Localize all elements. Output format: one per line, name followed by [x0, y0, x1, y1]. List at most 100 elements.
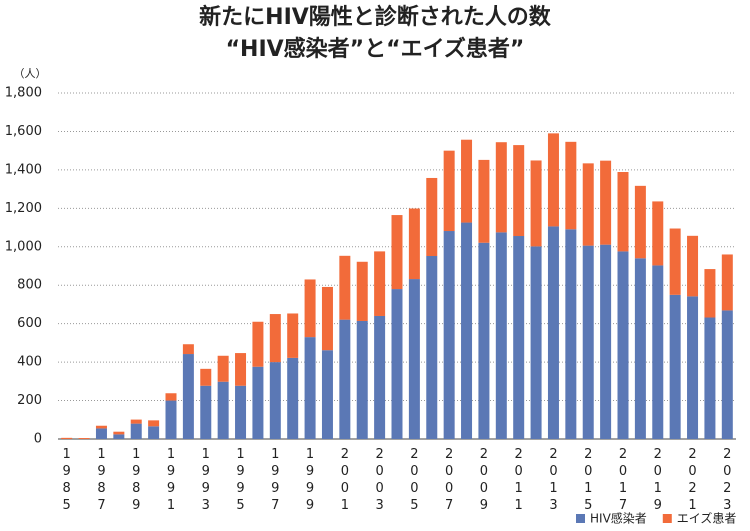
- legend-swatch: [576, 514, 585, 523]
- x-tick-label: 2005: [407, 447, 422, 515]
- y-tick-label: 400: [17, 355, 42, 370]
- y-tick-label: 1,400: [5, 162, 42, 177]
- bar-segment: [426, 256, 438, 439]
- bar-segment: [287, 313, 299, 358]
- chart-subtitle: “HIV感染者”と“エイズ患者”: [226, 36, 525, 62]
- bar-segment: [547, 133, 559, 227]
- x-tick-label: 1989: [129, 447, 144, 515]
- y-tick-label: 600: [17, 316, 42, 331]
- bar-segment: [200, 368, 212, 386]
- bar-segment: [287, 357, 299, 439]
- bar-segment: [113, 434, 125, 439]
- x-tick-label: 2011: [511, 447, 526, 515]
- bar-segment: [113, 431, 125, 435]
- bar-segment: [478, 159, 490, 243]
- bar-segment: [669, 228, 681, 295]
- bar-segment: [721, 310, 733, 439]
- bar-segment: [652, 201, 664, 266]
- bar-segment: [617, 172, 629, 252]
- x-tick-label: 1999: [303, 447, 318, 515]
- bar-segment: [200, 385, 212, 439]
- bar-segment: [634, 258, 646, 439]
- x-tick-label: 1993: [198, 447, 213, 515]
- bar-segment: [461, 139, 473, 223]
- x-tick-label: 2017: [616, 447, 631, 515]
- x-tick-label: 2023: [720, 447, 735, 515]
- x-tick-label: 2013: [546, 447, 561, 515]
- bar-segment: [617, 251, 629, 439]
- bar-segment: [391, 215, 403, 290]
- y-tick-label: 800: [17, 278, 42, 293]
- legend-label: エイズ患者: [677, 511, 737, 526]
- bar-segment: [182, 344, 194, 355]
- x-tick-label: 1997: [268, 447, 283, 515]
- chart-title: 新たにHIV陽性と診断された人の数: [199, 4, 552, 30]
- y-tick-label: 200: [17, 393, 42, 408]
- bar-segment: [443, 231, 455, 439]
- bar-segment: [600, 160, 612, 245]
- bar-segment: [95, 425, 107, 429]
- bar-segment: [269, 314, 281, 363]
- bar-segment: [374, 251, 386, 316]
- bar-segment: [356, 261, 368, 321]
- x-tick-label: 2007: [442, 447, 457, 515]
- bar-segment: [148, 420, 160, 427]
- bar-segment: [269, 362, 281, 439]
- bar-segment: [356, 320, 368, 439]
- bar-segment: [443, 150, 455, 232]
- x-tick-label: 2003: [372, 447, 387, 515]
- bar-segment: [721, 254, 733, 311]
- bar-segment: [339, 319, 351, 439]
- bar-segment: [217, 355, 229, 382]
- bar-segment: [530, 160, 542, 247]
- bar-segment: [582, 163, 594, 246]
- bar-segment: [61, 437, 73, 439]
- bar-segment: [130, 423, 142, 439]
- legend-label: HIV感染者: [590, 511, 647, 526]
- bar-segment: [391, 289, 403, 439]
- bar-segment: [235, 353, 247, 386]
- bar-segment: [669, 294, 681, 439]
- y-tick-label: 0: [34, 432, 42, 447]
- y-unit: （人）: [14, 67, 47, 80]
- bar-segment: [408, 208, 420, 280]
- bar-segment: [565, 229, 577, 439]
- bar-segment: [652, 265, 664, 439]
- y-tick-label: 1,000: [5, 239, 42, 254]
- bar-segment: [461, 222, 473, 439]
- bar-segment: [478, 242, 490, 439]
- x-tick-label: 1987: [94, 447, 109, 515]
- legend-swatch: [662, 514, 672, 523]
- bar-segment: [252, 366, 264, 439]
- bar-segment: [704, 269, 716, 318]
- bar-segment: [582, 245, 594, 439]
- bar-segment: [426, 177, 438, 257]
- bar-segment: [687, 296, 699, 439]
- x-tick-label: 2009: [476, 447, 491, 515]
- bar-segment: [321, 350, 333, 439]
- x-tick-label: 2015: [581, 447, 596, 515]
- x-tick-label: 2001: [337, 447, 352, 515]
- bar-segment: [304, 279, 316, 338]
- y-tick-label: 1,200: [5, 201, 42, 216]
- y-tick-label: 1,800: [5, 86, 42, 101]
- bar-segment: [495, 142, 507, 233]
- bar-segment: [634, 185, 646, 259]
- bar-segment: [547, 226, 559, 439]
- bar-segment: [374, 315, 386, 439]
- bar-segment: [600, 244, 612, 439]
- x-tick-label: 1995: [233, 447, 248, 515]
- bar-segment: [78, 438, 90, 439]
- x-tick-label: 2021: [685, 447, 700, 515]
- x-tick-label: 1991: [164, 447, 179, 515]
- bar-segment: [408, 279, 420, 439]
- bar-segment: [687, 235, 699, 297]
- bar-segment: [495, 232, 507, 439]
- bar-segment: [565, 141, 577, 230]
- bar-segment: [339, 255, 351, 320]
- bar-segment: [130, 419, 142, 424]
- bar-segment: [704, 317, 716, 439]
- bar-segment: [530, 246, 542, 439]
- bar-segment: [148, 426, 160, 439]
